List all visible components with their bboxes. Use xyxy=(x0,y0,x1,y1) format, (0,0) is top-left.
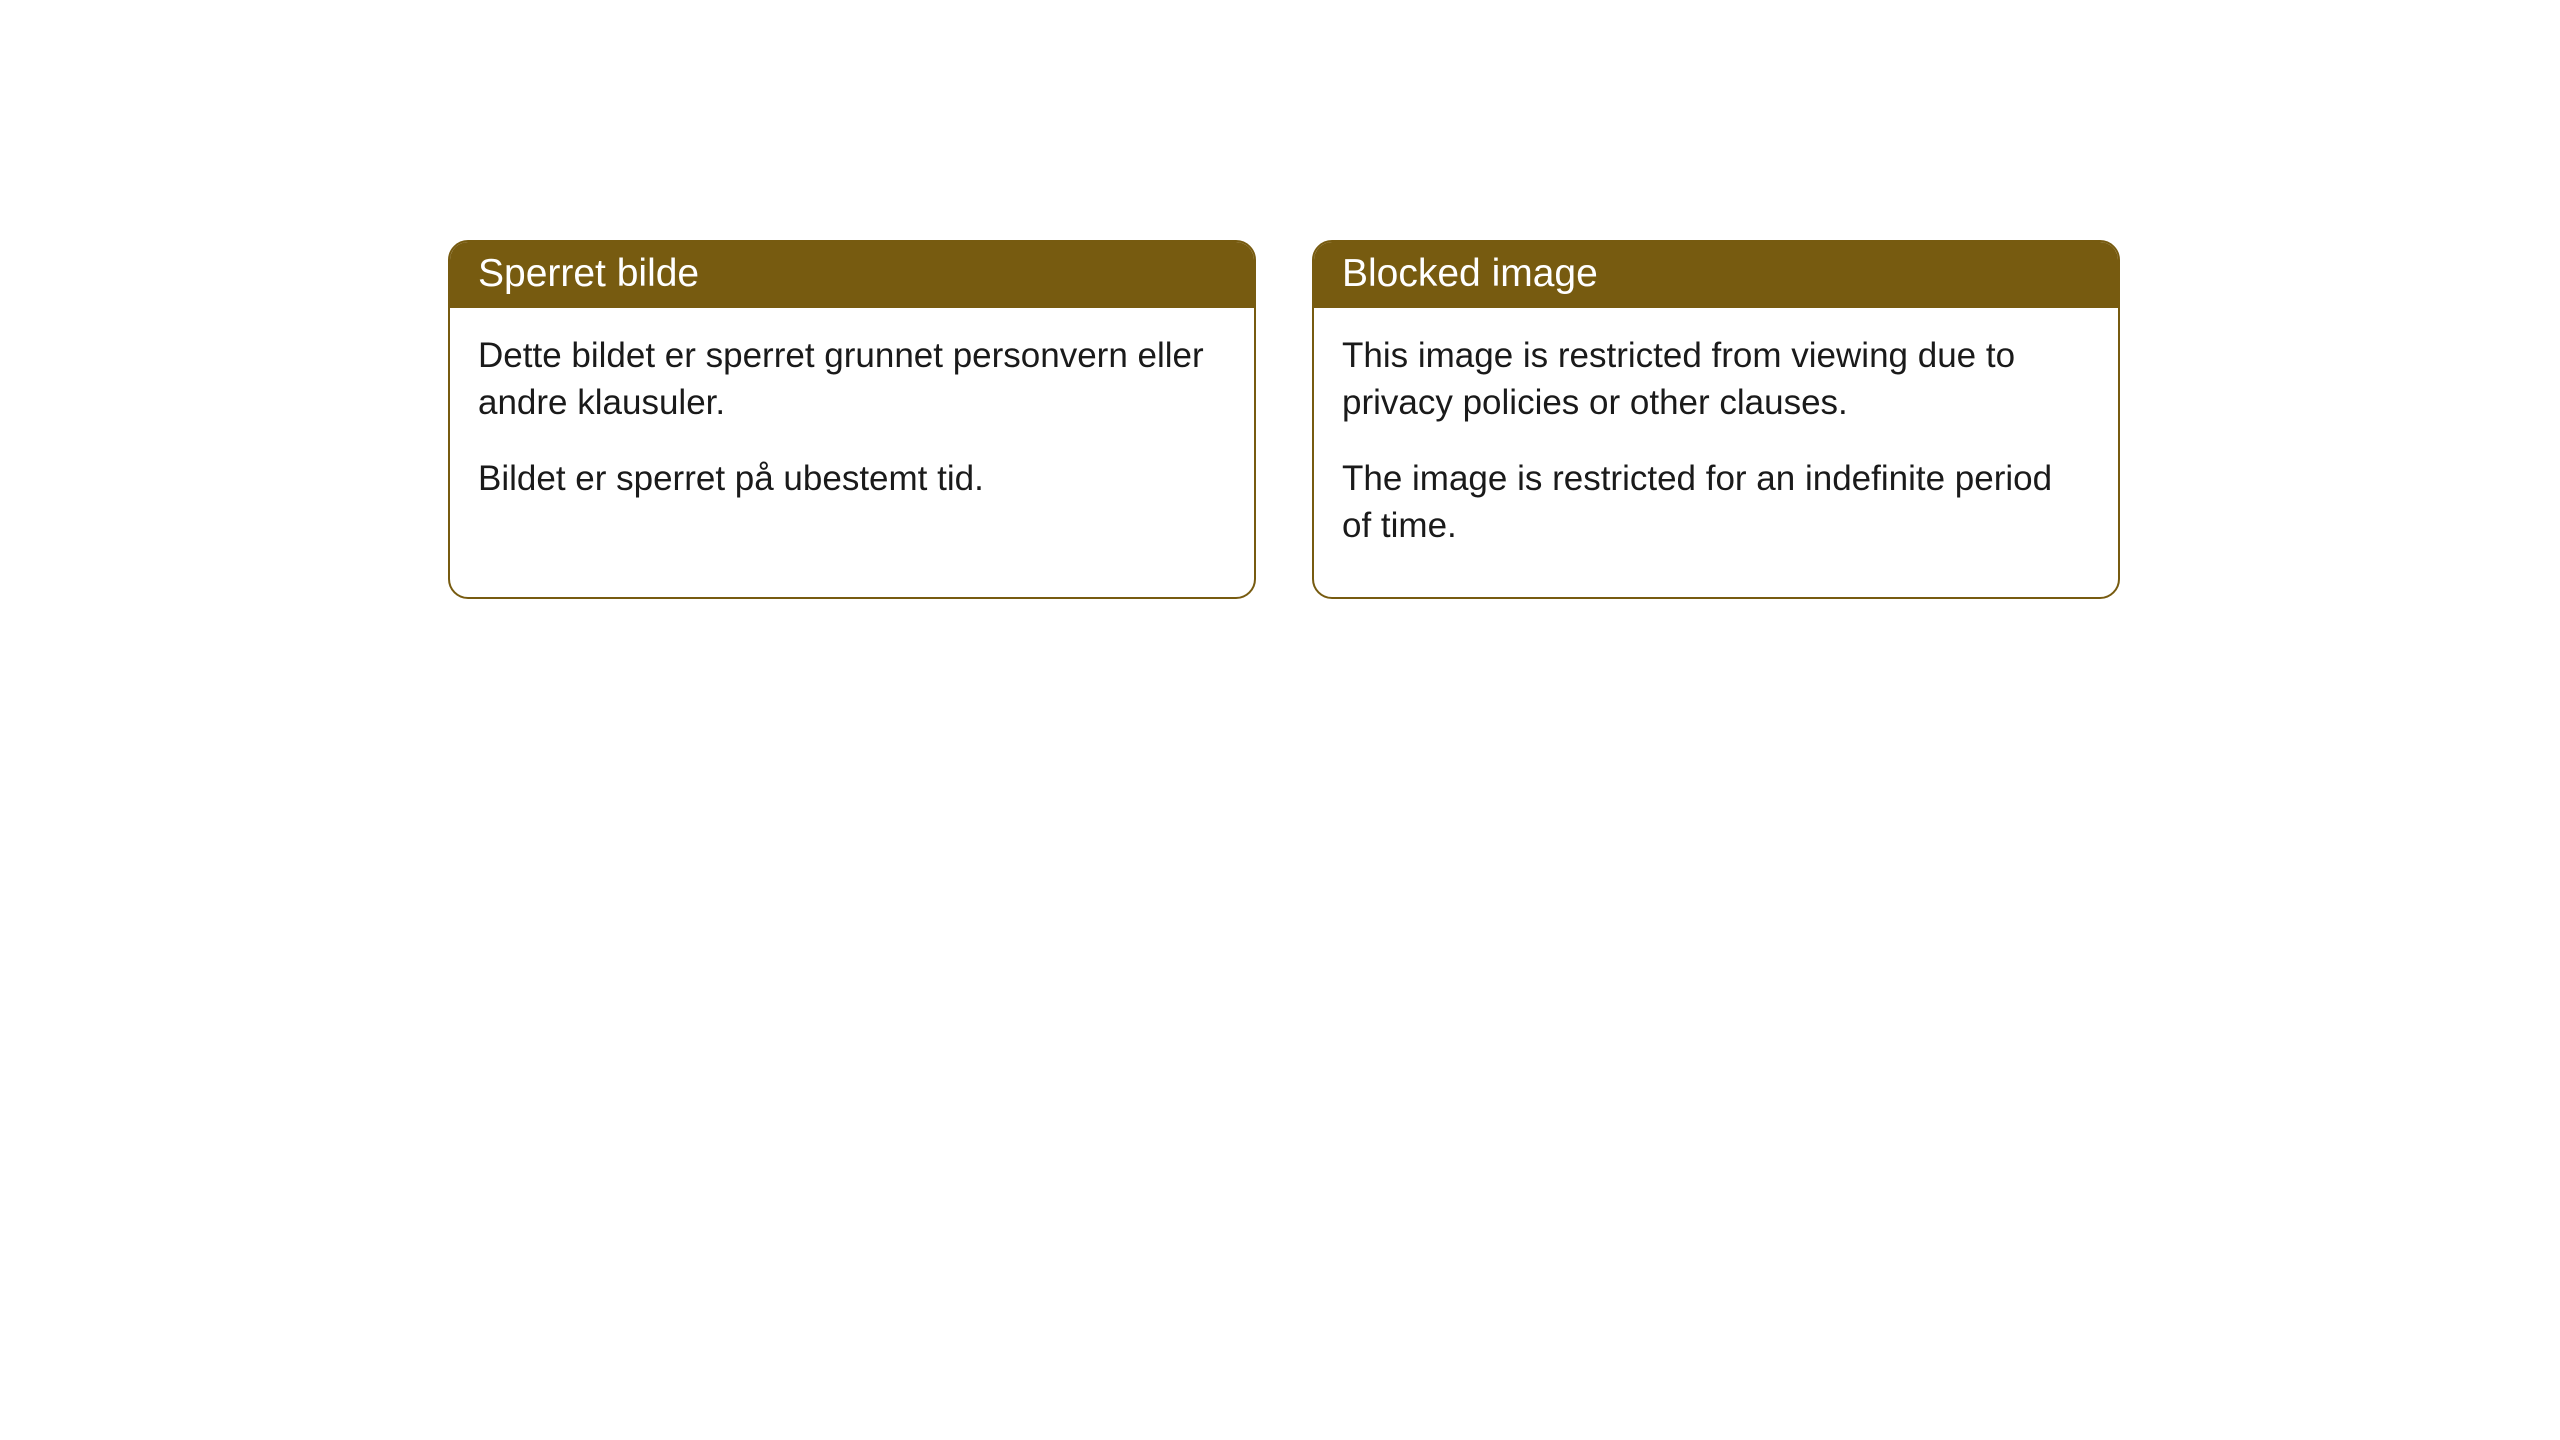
card-header: Blocked image xyxy=(1314,242,2118,308)
card-paragraph: Dette bildet er sperret grunnet personve… xyxy=(478,332,1226,427)
notice-cards-container: Sperret bilde Dette bildet er sperret gr… xyxy=(0,0,2560,599)
card-body: Dette bildet er sperret grunnet personve… xyxy=(450,308,1254,550)
card-title: Blocked image xyxy=(1342,252,1598,295)
card-paragraph: Bildet er sperret på ubestemt tid. xyxy=(478,455,1226,502)
blocked-image-card-norwegian: Sperret bilde Dette bildet er sperret gr… xyxy=(448,240,1256,599)
card-paragraph: This image is restricted from viewing du… xyxy=(1342,332,2090,427)
card-title: Sperret bilde xyxy=(478,252,699,295)
card-body: This image is restricted from viewing du… xyxy=(1314,308,2118,597)
card-paragraph: The image is restricted for an indefinit… xyxy=(1342,455,2090,550)
blocked-image-card-english: Blocked image This image is restricted f… xyxy=(1312,240,2120,599)
card-header: Sperret bilde xyxy=(450,242,1254,308)
